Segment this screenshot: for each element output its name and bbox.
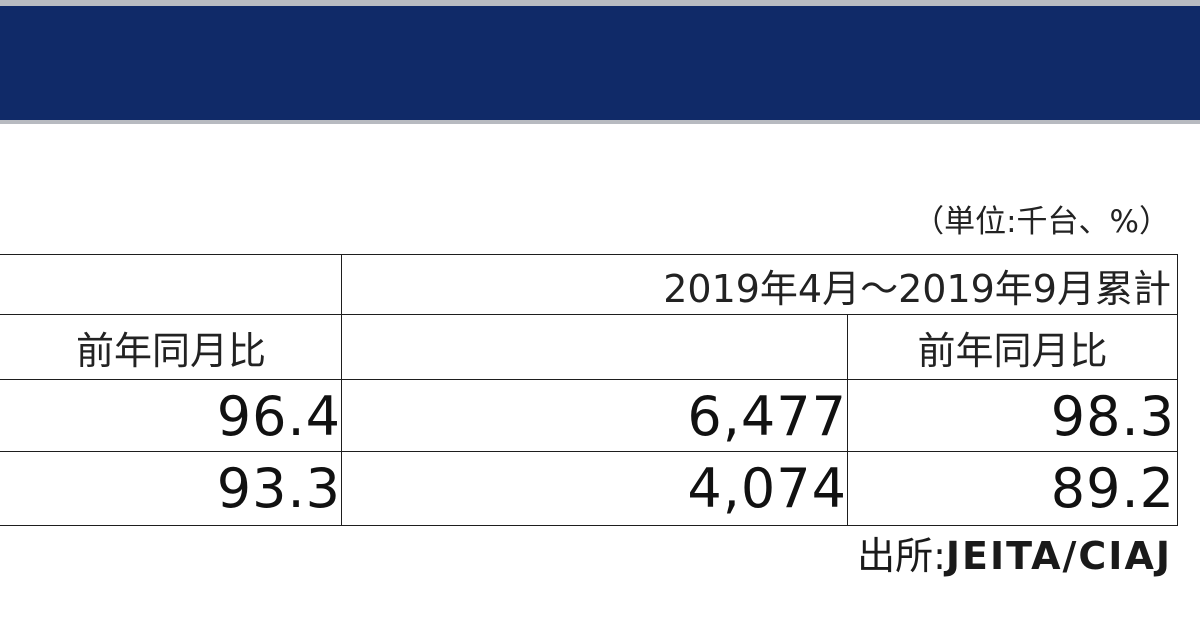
yoy-header-right: 前年同月比 bbox=[847, 314, 1178, 381]
period-header: 2019年4月～2019年9月累計 bbox=[341, 254, 1178, 316]
header-banner bbox=[0, 6, 1200, 120]
source-org: JEITA/CIAJ bbox=[945, 534, 1172, 578]
table-cell-cumulative: 4,074 bbox=[341, 451, 850, 526]
header-divider bbox=[0, 120, 1200, 124]
cumulative-header-blank bbox=[341, 314, 850, 381]
table-cell-yoy-month: 96.4 bbox=[0, 379, 344, 453]
header-blank-cell bbox=[0, 254, 344, 316]
table-cell-cumulative-yoy: 89.2 bbox=[847, 451, 1178, 526]
source-note: 出所:JEITA/CIAJ bbox=[857, 532, 1172, 580]
table-cell-cumulative-yoy: 98.3 bbox=[847, 379, 1178, 453]
unit-note: （単位:千台、%） bbox=[913, 204, 1170, 240]
source-label: 出所: bbox=[857, 534, 946, 578]
table-cell-cumulative: 6,477 bbox=[341, 379, 850, 453]
top-border-strip bbox=[0, 0, 1200, 6]
table-cell-yoy-month: 93.3 bbox=[0, 451, 344, 526]
yoy-header-left: 前年同月比 bbox=[0, 314, 344, 381]
